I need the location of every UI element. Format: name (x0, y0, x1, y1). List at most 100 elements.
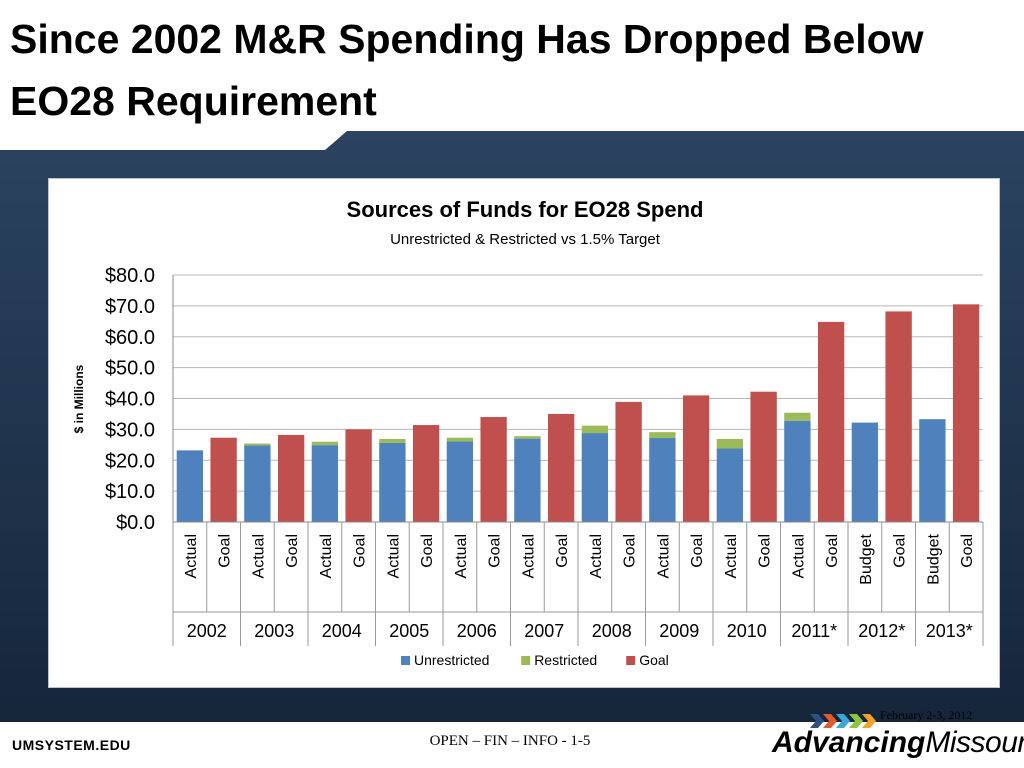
year-label: 2005 (389, 621, 429, 641)
y-tick-label: $70.0 (105, 296, 155, 318)
chevron-icon (862, 714, 876, 728)
bar-category-label: Actual (318, 534, 335, 578)
bar-restricted (379, 438, 406, 443)
bar-goal (682, 395, 710, 522)
bar-restricted (581, 425, 609, 434)
logo-wordmark: AdvancingMissouri (772, 725, 1024, 761)
legend-label: Unrestricted (414, 652, 489, 668)
year-label: 2012* (858, 621, 905, 641)
bar-category-label: Goal (824, 534, 841, 568)
chart-title: Sources of Funds for EO28 Spend (347, 197, 704, 222)
slide-title: Since 2002 M&R Spending Has Dropped Belo… (10, 16, 924, 124)
bar-goal (817, 321, 845, 522)
y-tick-label: $20.0 (105, 450, 155, 472)
bar-category-label: Goal (487, 534, 504, 568)
bar-goal (277, 434, 305, 522)
bar-category-label: Budget (858, 533, 875, 584)
y-tick-label: $10.0 (105, 481, 155, 503)
bar-category-label: Actual (250, 534, 267, 578)
bar-category-label: Actual (520, 534, 537, 578)
bar-category-label: Actual (183, 534, 200, 578)
legend-swatch (401, 656, 410, 665)
bar-goal (952, 304, 980, 522)
footer-site-label: UMSYSTEM.EDU (12, 737, 131, 753)
bar-category-label: Actual (453, 534, 470, 578)
bar-goal (345, 429, 372, 522)
y-tick-label: $50.0 (105, 358, 155, 380)
year-label: 2008 (592, 621, 632, 641)
chart-panel: Sources of Funds for EO28 Spend Unrestri… (48, 178, 1000, 688)
bar-unrestricted (649, 438, 676, 522)
bar-goal (750, 391, 777, 522)
bar-category-label: Goal (959, 534, 976, 568)
footer-date: February 2-3, 2012 (880, 708, 973, 722)
bar-unrestricted (716, 448, 744, 522)
footer-slide-code: OPEN – FIN – INFO - 1-5 (429, 733, 591, 749)
bar-unrestricted (919, 419, 946, 522)
bar-category-label: Goal (217, 534, 234, 568)
y-tick-label: $40.0 (105, 389, 155, 411)
legend-swatch (626, 656, 636, 665)
bar-unrestricted (244, 445, 271, 522)
logo-light-word: Missouri (925, 726, 1024, 759)
bar-restricted (311, 441, 339, 446)
advancing-missouri-logo: AdvancingMissouri (770, 713, 1024, 763)
year-label: 2011* (791, 621, 837, 641)
chevron-icon (836, 714, 850, 728)
bar-category-label: Actual (385, 534, 402, 578)
bar-goal (547, 413, 575, 522)
y-tick-label: $80.0 (105, 265, 155, 287)
year-label: 2006 (457, 621, 497, 641)
bar-unrestricted (514, 438, 541, 522)
chevron-arrows-icon (810, 714, 876, 728)
bar-category-label: Goal (757, 534, 774, 568)
bar-goal (412, 425, 440, 522)
bar-category-label: Goal (352, 534, 369, 568)
year-label: 2010 (727, 621, 767, 641)
legend-swatch (521, 656, 531, 665)
bar-goal (210, 437, 237, 522)
bar-category-label: Goal (892, 534, 909, 568)
chart-subtitle: Unrestricted & Restricted vs 1.5% Target (390, 231, 661, 248)
bar-restricted (716, 438, 744, 449)
year-label: 2003 (254, 621, 294, 641)
bar-restricted (649, 432, 676, 439)
bar-unrestricted (311, 445, 339, 522)
bar-unrestricted (379, 442, 406, 522)
bar-category-label: Goal (284, 534, 301, 568)
bar-unrestricted (581, 433, 609, 522)
bar-restricted (514, 436, 541, 439)
year-label: 2013* (926, 621, 973, 641)
bar-category-label: Goal (554, 534, 571, 568)
bar-category-label: Goal (622, 534, 639, 568)
bar-category-label: Goal (689, 534, 706, 568)
y-axis-label: $ in Millions (72, 364, 86, 433)
year-label: 2002 (187, 621, 227, 641)
bar-unrestricted (784, 420, 811, 522)
bar-restricted (446, 437, 474, 442)
bar-unrestricted (851, 422, 879, 522)
y-tick-label: $60.0 (105, 327, 155, 349)
year-label: 2004 (322, 621, 362, 641)
bar-restricted (244, 443, 271, 446)
y-tick-label: $30.0 (105, 419, 155, 441)
chevron-icon (810, 714, 824, 728)
bar-unrestricted (446, 441, 474, 522)
logo-bold-word: Advancing (772, 726, 926, 759)
bar-chart: Sources of Funds for EO28 Spend Unrestri… (72, 197, 984, 668)
bar-category-label: Actual (790, 534, 807, 578)
bar-category-label: Goal (419, 534, 436, 568)
bar-category-label: Actual (723, 534, 740, 578)
y-tick-label: $0.0 (116, 512, 155, 534)
bar-goal (885, 311, 912, 522)
legend-label: Restricted (534, 652, 597, 668)
bar-category-label: Actual (655, 534, 672, 578)
year-label: 2007 (524, 621, 564, 641)
bar-category-label: Actual (588, 534, 605, 578)
bar-unrestricted (176, 450, 204, 522)
bar-goal (615, 401, 642, 522)
chevron-icon (823, 714, 837, 728)
chevron-icon (849, 714, 863, 728)
bar-restricted (784, 412, 811, 421)
bar-goal (480, 417, 507, 522)
